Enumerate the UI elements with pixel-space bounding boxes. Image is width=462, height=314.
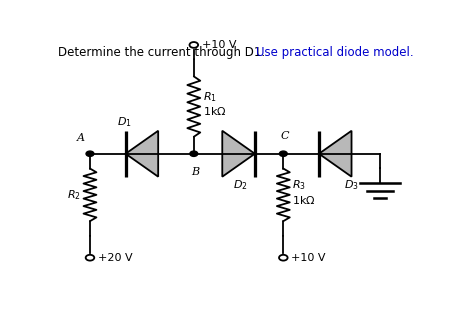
Circle shape xyxy=(86,151,94,156)
Polygon shape xyxy=(319,131,352,177)
Text: $D_2$: $D_2$ xyxy=(233,178,248,192)
Text: 1k$\Omega$: 1k$\Omega$ xyxy=(292,194,316,206)
Text: +10 V: +10 V xyxy=(291,253,326,263)
Text: C: C xyxy=(281,131,289,141)
Polygon shape xyxy=(222,131,255,177)
Text: 1k$\Omega$: 1k$\Omega$ xyxy=(203,106,226,117)
Text: A: A xyxy=(77,133,85,143)
Circle shape xyxy=(190,151,198,156)
Text: $R_1$: $R_1$ xyxy=(203,90,217,104)
Text: Determine the current through D1.: Determine the current through D1. xyxy=(58,46,268,59)
Text: Use practical diode model.: Use practical diode model. xyxy=(256,46,414,59)
Text: $D_1$: $D_1$ xyxy=(116,116,131,129)
Circle shape xyxy=(280,151,287,156)
Text: $R_3$: $R_3$ xyxy=(292,178,306,192)
Polygon shape xyxy=(126,131,158,177)
Text: $R_2$: $R_2$ xyxy=(67,188,81,202)
Text: $D_3$: $D_3$ xyxy=(344,178,359,192)
Text: B: B xyxy=(192,167,200,177)
Text: +10 V: +10 V xyxy=(202,40,236,50)
Text: +20 V: +20 V xyxy=(98,253,133,263)
